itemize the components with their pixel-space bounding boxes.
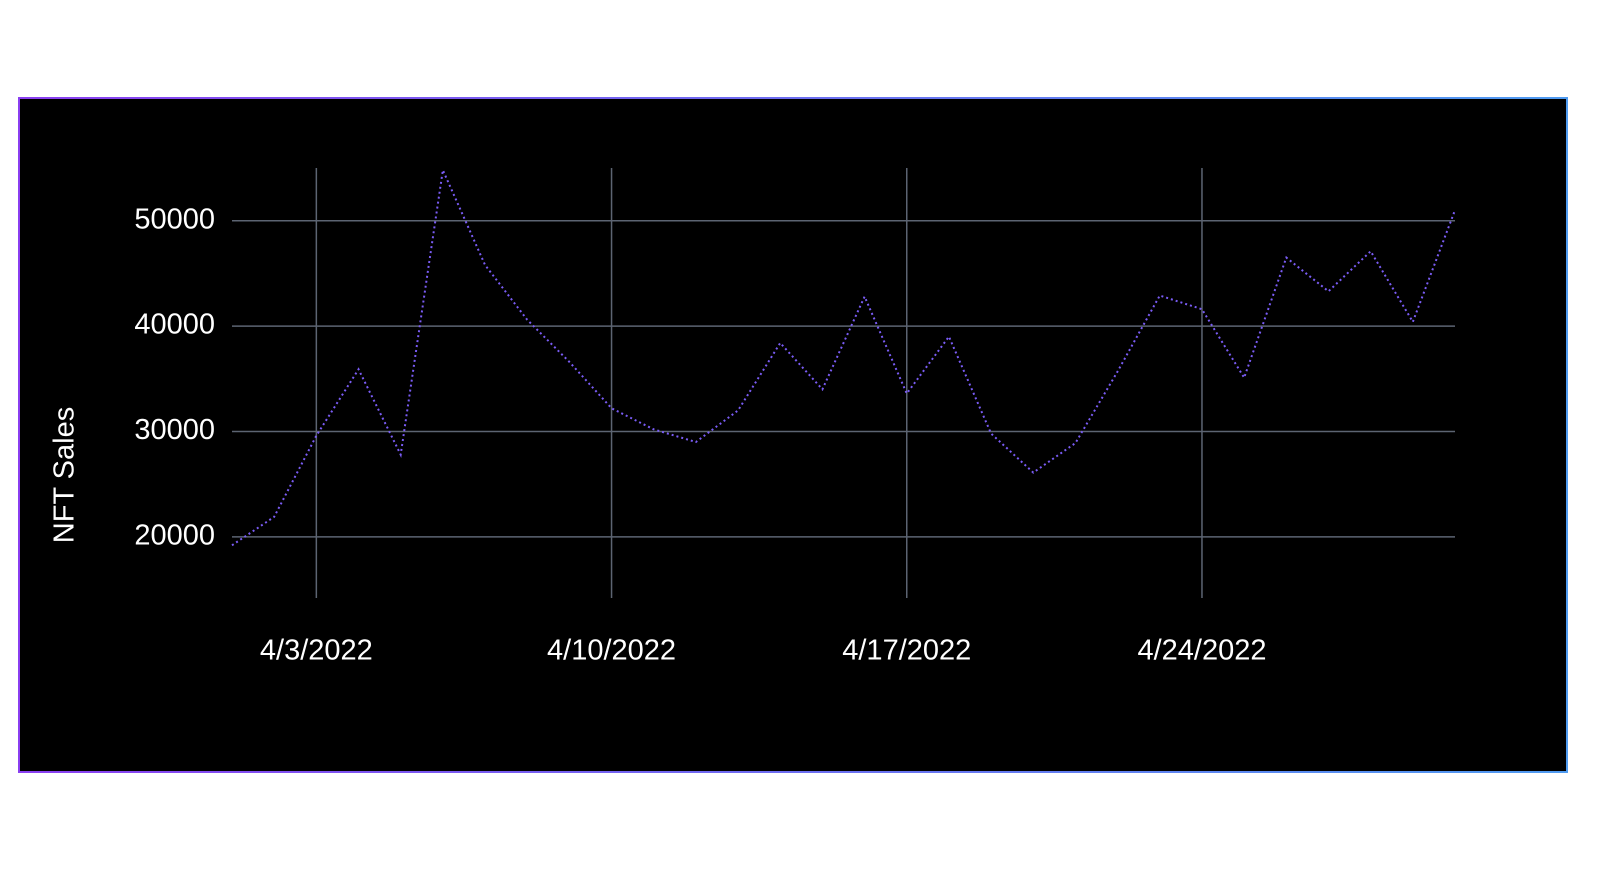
chart-frame — [18, 97, 1568, 773]
y-tick-label: 50000 — [134, 203, 215, 235]
y-tick-label: 40000 — [134, 309, 215, 341]
x-tick-label: 4/17/2022 — [842, 635, 971, 667]
chart-background — [20, 99, 1566, 771]
x-tick-label: 4/24/2022 — [1137, 635, 1266, 667]
y-tick-label: 30000 — [134, 414, 215, 446]
y-axis-title: NFT Sales — [49, 407, 81, 543]
x-tick-label: 4/10/2022 — [547, 635, 676, 667]
y-tick-label: 20000 — [134, 520, 215, 552]
x-tick-label: 4/3/2022 — [260, 635, 373, 667]
data-line — [231, 166, 1456, 547]
